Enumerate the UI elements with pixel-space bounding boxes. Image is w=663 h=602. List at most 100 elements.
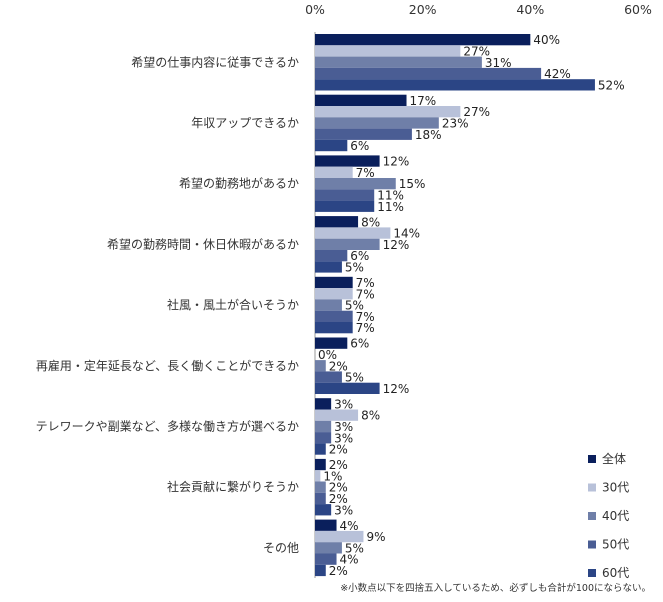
bar: [315, 261, 342, 273]
legend-label: 30代: [602, 481, 629, 495]
data-label: 40%: [533, 33, 560, 47]
data-label: 12%: [383, 382, 410, 396]
bar: [315, 530, 364, 543]
data-label: 23%: [442, 116, 469, 130]
bar: [315, 276, 353, 289]
bar: [315, 542, 342, 554]
data-label: 7%: [356, 276, 375, 290]
bar: [315, 56, 482, 68]
bar: [315, 504, 332, 516]
category-label: 再雇用・定年延長など、長く働くことができるか: [36, 358, 299, 373]
bar: [315, 432, 332, 444]
data-label: 3%: [334, 503, 353, 517]
data-label: 4%: [340, 553, 359, 567]
legend-label: 全体: [602, 451, 626, 466]
bar: [315, 216, 359, 228]
data-label: 5%: [345, 260, 364, 274]
data-label: 14%: [393, 227, 420, 241]
bar: [315, 310, 353, 322]
data-label: 52%: [598, 78, 625, 92]
data-label: 42%: [544, 67, 571, 81]
bar: [315, 481, 326, 493]
legend-swatch: [588, 483, 596, 492]
data-label: 7%: [356, 321, 375, 335]
bar: [315, 79, 595, 91]
data-label: 8%: [361, 215, 380, 229]
data-label: 5%: [345, 371, 364, 385]
legend-swatch: [588, 512, 596, 520]
data-label: 7%: [356, 166, 375, 180]
bar: [315, 371, 342, 383]
category-label: 希望の勤務時間・休日休暇があるか: [107, 236, 299, 251]
data-label: 5%: [345, 541, 364, 555]
data-label: 2%: [329, 492, 348, 506]
bar: [315, 200, 375, 212]
data-label: 12%: [383, 155, 410, 169]
bar: [315, 178, 396, 190]
bar: [315, 443, 326, 455]
data-label: 11%: [377, 188, 404, 202]
data-label: 9%: [366, 530, 385, 544]
data-label: 6%: [350, 337, 369, 351]
category-label: 希望の勤務地があるか: [179, 176, 299, 191]
legend-label: 50代: [602, 538, 629, 552]
category-label: 社会貢献に繋がりそうか: [167, 479, 299, 494]
bars: [315, 34, 595, 577]
footnote: ※小数点以下を四捨五入しているため、必ずしも合計が100にならない。: [340, 583, 651, 594]
data-label: 6%: [350, 139, 369, 153]
data-label: 27%: [463, 105, 490, 119]
data-label: 31%: [485, 56, 512, 70]
bar: [315, 238, 380, 250]
data-label: 2%: [329, 443, 348, 457]
category-label: 年収アップできるか: [191, 116, 299, 130]
bar: [315, 166, 353, 178]
data-labels: 40%27%31%42%52%17%27%23%18%6%12%7%15%11%…: [318, 33, 625, 578]
x-tick-label: 40%: [516, 2, 544, 17]
category-label: 希望の仕事内容に従事できるか: [131, 54, 299, 69]
category-label: 社風・風土が合いそうか: [167, 297, 299, 312]
bar: [315, 519, 337, 531]
data-label: 8%: [361, 409, 380, 423]
bar: [315, 155, 380, 167]
data-label: 3%: [334, 397, 353, 411]
data-label: 12%: [383, 238, 410, 252]
x-tick-label: 20%: [409, 2, 437, 17]
data-label: 4%: [340, 519, 359, 533]
bar: [315, 382, 380, 394]
data-label: 18%: [415, 128, 442, 142]
bar: [315, 117, 439, 129]
bar: [315, 227, 391, 239]
data-label: 11%: [377, 200, 404, 214]
bar: [315, 360, 326, 372]
bar: [315, 564, 326, 577]
data-label: 1%: [323, 469, 342, 483]
legend-swatch: [588, 455, 596, 463]
bar: [315, 398, 332, 410]
data-label: 5%: [345, 299, 364, 313]
bar: [315, 553, 337, 565]
x-axis-ticks: 0% 20% 40% 60%: [305, 2, 652, 17]
data-label: 2%: [329, 359, 348, 373]
bar: [315, 322, 353, 334]
data-label: 3%: [334, 431, 353, 445]
data-label: 0%: [318, 348, 337, 362]
bar: [315, 420, 332, 433]
bar: [315, 288, 353, 300]
bar: [315, 94, 407, 106]
bar: [315, 45, 461, 57]
legend-swatch: [588, 569, 596, 577]
data-label: 2%: [329, 458, 348, 472]
x-tick-label: 0%: [305, 2, 325, 17]
bar: [315, 299, 342, 311]
bar: [315, 250, 348, 262]
category-label: テレワークや副業など、多様な働き方が選べるか: [36, 418, 299, 433]
legend: 全体 30代 40代 50代 60代: [588, 451, 629, 580]
data-label: 7%: [356, 287, 375, 301]
data-label: 15%: [399, 177, 426, 191]
data-label: 2%: [329, 481, 348, 495]
data-label: 2%: [329, 564, 348, 578]
bar: [315, 106, 461, 118]
bar: [315, 128, 412, 140]
bar: [315, 470, 321, 482]
